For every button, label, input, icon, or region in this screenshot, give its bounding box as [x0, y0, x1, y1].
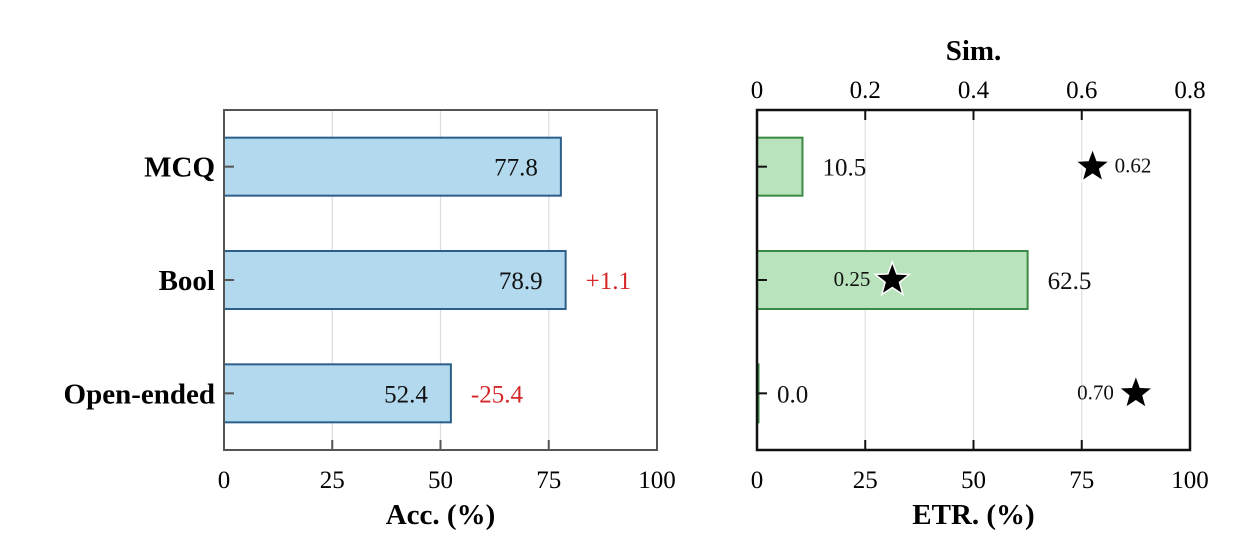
- sim-axis-title: Sim.: [946, 35, 1002, 67]
- etr-chart: 10.5 62.5 0.0 0.62 0.25 0.70 0 25 50 75 100 0 0.2…: [751, 35, 1209, 531]
- etr-x-tick-label: 100: [1171, 467, 1209, 494]
- accuracy-category-label: Bool: [159, 265, 215, 297]
- sim-value-label: 0.62: [1115, 154, 1152, 178]
- sim-star-marker: [1116, 373, 1156, 410]
- accuracy-delta-label: +1.1: [586, 268, 631, 295]
- etr-x-tick-label: 25: [853, 467, 878, 494]
- accuracy-bar: [223, 250, 567, 310]
- accuracy-bar: [223, 136, 562, 197]
- sim-top-tick-label: 0: [751, 77, 764, 104]
- accuracy-x-tick-label: 0: [218, 467, 231, 494]
- etr-value-label: 62.5: [1048, 268, 1092, 295]
- accuracy-x-tick-label: 25: [320, 467, 345, 494]
- accuracy-chart: 77.8 78.9 52.4 +1.1 -25.4 0 25 50 75 100 MCQ Boo…: [64, 109, 676, 531]
- sim-top-tick-label: 0.6: [1066, 77, 1097, 104]
- accuracy-category-label: Open-ended: [64, 378, 215, 410]
- sim-star-marker: [1073, 146, 1112, 183]
- accuracy-bar: [223, 363, 452, 424]
- sim-top-tick-label: 0.8: [1174, 77, 1205, 104]
- sim-top-tick-label: 0.2: [850, 77, 881, 104]
- sim-value-label: 0.25: [834, 267, 871, 291]
- accuracy-x-tick-label: 75: [536, 467, 561, 494]
- accuracy-value-label: 78.9: [499, 268, 543, 295]
- etr-x-axis-title: ETR. (%): [912, 499, 1034, 531]
- sim-top-tick-label: 0.4: [958, 77, 990, 104]
- etr-value-label: 10.5: [822, 155, 866, 182]
- etr-x-tick-label: 0: [751, 467, 764, 494]
- etr-value-label: 0.0: [777, 381, 808, 408]
- sim-value-label: 0.70: [1077, 380, 1114, 404]
- accuracy-category-label: MCQ: [144, 152, 215, 184]
- accuracy-value-label: 77.8: [494, 155, 538, 182]
- etr-x-tick-label: 75: [1069, 467, 1094, 494]
- accuracy-x-tick-label: 50: [428, 467, 453, 494]
- accuracy-delta-label: -25.4: [471, 381, 524, 408]
- accuracy-x-tick-label: 100: [638, 467, 676, 494]
- accuracy-value-label: 52.4: [384, 381, 428, 408]
- accuracy-x-axis-title: Acc. (%): [386, 499, 496, 531]
- etr-x-tick-label: 50: [961, 467, 986, 494]
- sim-star-marker: [873, 259, 912, 297]
